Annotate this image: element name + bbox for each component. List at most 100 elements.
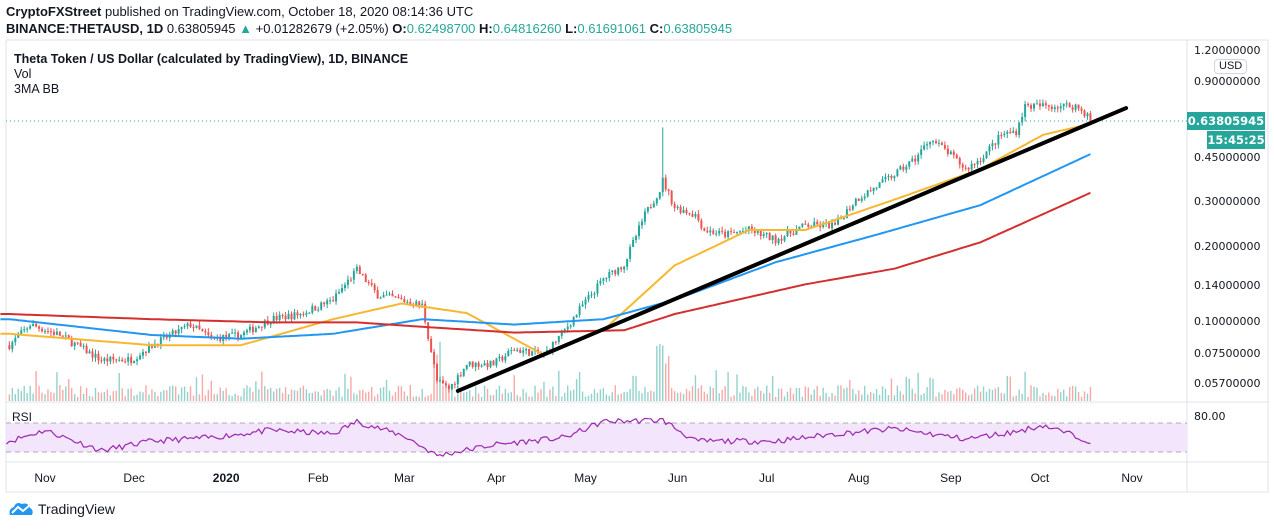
candle bbox=[721, 230, 724, 232]
volume-bar bbox=[302, 385, 305, 401]
candle bbox=[581, 304, 584, 307]
ma100-line bbox=[0, 153, 1091, 340]
candle bbox=[165, 335, 168, 338]
time-tick: Nov bbox=[34, 471, 56, 485]
volume-bar bbox=[329, 390, 331, 401]
volume-bar bbox=[305, 389, 308, 401]
volume-bar bbox=[85, 387, 88, 401]
volume-bar bbox=[166, 390, 168, 401]
time-tick: Oct bbox=[1030, 471, 1050, 485]
volume-bar bbox=[1033, 386, 1035, 401]
candle bbox=[364, 274, 367, 283]
symbol: BINANCE:THETAUSD, 1D bbox=[6, 21, 164, 36]
candle bbox=[453, 383, 456, 385]
candle bbox=[863, 196, 866, 199]
volume-bar bbox=[516, 395, 518, 401]
volume-bar bbox=[180, 387, 183, 401]
volume-bar bbox=[195, 377, 198, 401]
volume-bar bbox=[148, 394, 150, 401]
candle bbox=[822, 222, 825, 228]
tradingview-logo[interactable]: TradingView bbox=[8, 501, 115, 517]
volume-bar bbox=[694, 375, 697, 401]
volume-bar bbox=[849, 380, 851, 401]
volume-bar bbox=[308, 392, 311, 401]
volume-bar bbox=[489, 395, 492, 401]
volume-bar bbox=[341, 396, 343, 401]
candle bbox=[332, 300, 335, 302]
candle bbox=[712, 230, 715, 234]
candle bbox=[1074, 104, 1077, 110]
volume-bar bbox=[599, 389, 602, 401]
currency-button[interactable]: USD bbox=[1214, 59, 1248, 74]
volume-bar bbox=[1048, 392, 1050, 401]
volume-bar bbox=[869, 392, 872, 401]
volume-bar bbox=[231, 396, 233, 401]
price-tick: 0.30000000 bbox=[1194, 195, 1261, 209]
candle bbox=[139, 355, 142, 360]
volume-bar bbox=[605, 394, 608, 401]
candle bbox=[64, 335, 67, 337]
volume-bar bbox=[486, 388, 489, 401]
candle bbox=[97, 353, 100, 361]
candle bbox=[400, 297, 403, 300]
candle bbox=[519, 349, 522, 353]
volume-bar bbox=[929, 377, 931, 401]
candle bbox=[985, 151, 988, 159]
candle bbox=[507, 350, 510, 357]
volume-bar bbox=[448, 388, 450, 401]
volume-bar bbox=[718, 393, 720, 401]
candle bbox=[875, 187, 878, 189]
volume-bar bbox=[935, 396, 937, 401]
volume-bar bbox=[623, 392, 625, 401]
candle bbox=[608, 272, 611, 278]
volume-bar bbox=[91, 396, 94, 401]
candle bbox=[988, 146, 991, 152]
candle bbox=[783, 236, 786, 241]
candle bbox=[450, 383, 453, 390]
volume-bar bbox=[965, 392, 967, 401]
candle bbox=[70, 338, 73, 347]
volume-bar bbox=[409, 385, 412, 401]
candle bbox=[563, 329, 566, 331]
volume-bar bbox=[207, 389, 210, 401]
candle bbox=[14, 337, 17, 342]
candle bbox=[813, 221, 816, 227]
volume-bar bbox=[670, 388, 673, 401]
volume-bar bbox=[17, 388, 19, 401]
candle bbox=[1000, 134, 1003, 136]
candle bbox=[144, 351, 147, 353]
volume-bar bbox=[412, 396, 414, 401]
volume-bar bbox=[186, 391, 189, 401]
candle bbox=[183, 326, 186, 328]
volume-bar bbox=[878, 394, 881, 401]
candle bbox=[878, 182, 881, 188]
candle bbox=[991, 143, 994, 147]
candle bbox=[20, 330, 23, 335]
volume-bar bbox=[20, 390, 22, 401]
candle bbox=[753, 230, 756, 233]
candle bbox=[23, 329, 26, 331]
candle bbox=[314, 306, 317, 311]
candle bbox=[994, 143, 997, 145]
candle bbox=[718, 230, 721, 234]
candle bbox=[225, 334, 228, 338]
candle bbox=[1033, 103, 1036, 109]
volume-bar bbox=[676, 392, 679, 401]
volume-bar bbox=[290, 389, 293, 401]
price-tick: 0.14000000 bbox=[1194, 278, 1261, 292]
volume-bar bbox=[35, 371, 37, 401]
volume-bar bbox=[8, 394, 11, 401]
price-tick: 0.07500000 bbox=[1194, 346, 1261, 360]
ma200-line bbox=[0, 191, 1091, 334]
candle bbox=[251, 326, 254, 333]
candle bbox=[329, 300, 332, 302]
candle bbox=[376, 290, 379, 299]
candle bbox=[293, 312, 296, 320]
volume-bar bbox=[23, 386, 25, 401]
candle bbox=[207, 332, 210, 336]
candle bbox=[204, 331, 207, 333]
candles bbox=[8, 99, 1092, 393]
candle bbox=[290, 313, 293, 320]
volume-bar bbox=[510, 392, 512, 401]
